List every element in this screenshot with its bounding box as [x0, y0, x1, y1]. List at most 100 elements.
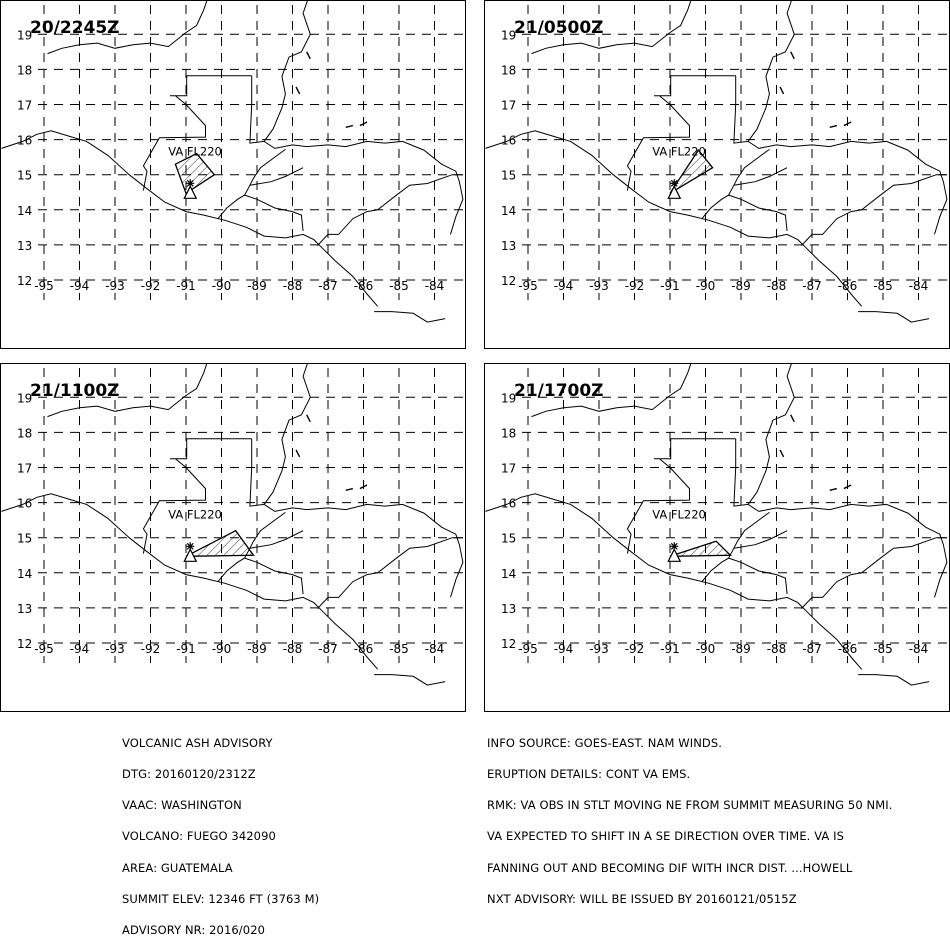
ash-cloud-label: VA FL220 — [168, 144, 222, 158]
lat-tick-label: 17 — [501, 99, 516, 113]
lon-tick-label: -85 — [873, 642, 893, 656]
lon-tick-label: -85 — [389, 642, 409, 656]
advisory-eruption-details: ERUPTION DETAILS: CONT VA EMS. — [487, 769, 893, 779]
lat-tick-label: 12 — [17, 274, 32, 288]
map-panel-2: 12 13 14 15 16 17 18 19 -95 -94 -93 -92 -91 -90 -89 -88… — [484, 0, 950, 349]
lat-tick-label: 18 — [17, 426, 32, 440]
lon-tick-label: -89 — [731, 279, 751, 293]
lon-tick-label: -95 — [34, 642, 54, 656]
advisory-remark-2: VA EXPECTED TO SHIFT IN A SE DIRECTION O… — [487, 831, 893, 841]
lon-tick-label: -93 — [589, 642, 609, 656]
lat-tick-label: 17 — [17, 99, 32, 113]
lat-tick-label: 16 — [501, 497, 516, 511]
lat-tick-label: 12 — [17, 637, 32, 651]
lon-tick-label: -84 — [425, 642, 445, 656]
lon-tick-label: -90 — [696, 279, 716, 293]
advisory-number: ADVISORY NR: 2016/020 — [122, 925, 319, 935]
panel-time-label: 21/1100Z — [30, 381, 120, 401]
advisory-volcano: VOLCANO: FUEGO 342090 — [122, 831, 319, 841]
map-panel-1: 12 13 14 15 16 17 18 19 -95 -94 -93 -92 -91 -90 -89 -88… — [0, 0, 466, 349]
advisory-summit-elev: SUMMIT ELEV: 12346 FT (3763 M) — [122, 894, 319, 904]
lat-tick-label: 15 — [501, 169, 516, 183]
lon-tick-label: -86 — [354, 642, 374, 656]
advisory-info-source: INFO SOURCE: GOES-EAST. NAM WINDS. — [487, 738, 893, 748]
lon-tick-label: -85 — [873, 279, 893, 293]
advisory-remark-1: RMK: VA OBS IN STLT MOVING NE FROM SUMMI… — [487, 800, 893, 810]
lat-tick-label: 14 — [501, 567, 516, 581]
advisory-remark-3: FANNING OUT AND BECOMING DIF WITH INCR D… — [487, 863, 893, 873]
lat-tick-label: 14 — [501, 204, 516, 218]
ash-source-star-icon — [670, 542, 678, 550]
lon-tick-label: -95 — [518, 642, 538, 656]
lat-tick-label: 18 — [17, 63, 32, 77]
lon-tick-label: -88 — [767, 642, 787, 656]
ash-source-star-icon — [670, 179, 678, 187]
lat-tick-label: 17 — [17, 462, 32, 476]
advisory-left-block: VOLCANIC ASH ADVISORY DTG: 20160120/2312… — [122, 717, 319, 946]
lon-tick-label: -85 — [389, 279, 409, 293]
lon-tick-label: -86 — [354, 279, 374, 293]
map-panel-3: 12 13 14 15 16 17 18 19 -95 -94 -93 -92 -91 -90 -89 -88… — [0, 363, 466, 712]
advisory-right-block: INFO SOURCE: GOES-EAST. NAM WINDS. ERUPT… — [487, 717, 893, 915]
lon-tick-label: -93 — [589, 279, 609, 293]
lat-tick-label: 15 — [17, 532, 32, 546]
map-svg-3: 12 13 14 15 16 17 18 19 -95 -94 -93 -92 -91 -90 -89 -88… — [0, 363, 466, 712]
lon-tick-label: -88 — [767, 279, 787, 293]
advisory-area: AREA: GUATEMALA — [122, 863, 319, 873]
ash-source-star-icon — [186, 179, 194, 187]
lat-tick-label: 13 — [17, 602, 32, 616]
lon-tick-label: -84 — [425, 279, 445, 293]
lon-tick-label: -87 — [802, 279, 822, 293]
lon-tick-label: -92 — [141, 642, 161, 656]
map-svg-1: 12 13 14 15 16 17 18 19 -95 -94 -93 -92 -91 -90 -89 -88… — [0, 0, 466, 349]
lon-tick-label: -92 — [625, 642, 645, 656]
lat-tick-label: 14 — [17, 567, 32, 581]
lat-tick-label: 18 — [501, 426, 516, 440]
lon-tick-label: -90 — [212, 642, 232, 656]
lat-tick-label: 14 — [17, 204, 32, 218]
advisory-title: VOLCANIC ASH ADVISORY — [122, 738, 319, 748]
lat-tick-label: 12 — [501, 274, 516, 288]
lon-tick-label: -92 — [141, 279, 161, 293]
lat-tick-label: 15 — [17, 169, 32, 183]
lon-tick-label: -88 — [283, 279, 303, 293]
lat-tick-label: 12 — [501, 637, 516, 651]
lat-tick-label: 18 — [501, 63, 516, 77]
lon-tick-label: -84 — [909, 279, 929, 293]
lon-tick-label: -91 — [660, 642, 680, 656]
lon-tick-label: -89 — [247, 279, 267, 293]
ash-cloud-label: VA FL220 — [652, 144, 706, 158]
lon-tick-label: -90 — [212, 279, 232, 293]
lon-tick-label: -87 — [318, 279, 338, 293]
lat-tick-label: 16 — [17, 134, 32, 148]
ash-source-star-icon — [186, 542, 194, 550]
lon-tick-label: -84 — [909, 642, 929, 656]
ash-cloud-label: VA FL220 — [652, 507, 706, 521]
lon-tick-label: -87 — [802, 642, 822, 656]
lon-tick-label: -88 — [283, 642, 303, 656]
lon-tick-label: -89 — [247, 642, 267, 656]
ash-cloud-label: VA FL220 — [168, 507, 222, 521]
lat-tick-label: 15 — [501, 532, 516, 546]
advisory-vaac: VAAC: WASHINGTON — [122, 800, 319, 810]
lon-tick-label: -90 — [696, 642, 716, 656]
panel-time-label: 21/0500Z — [514, 18, 604, 38]
lat-tick-label: 16 — [501, 134, 516, 148]
advisory-next: NXT ADVISORY: WILL BE ISSUED BY 20160121… — [487, 894, 893, 904]
panel-time-label: 20/2245Z — [30, 18, 120, 38]
lon-tick-label: -93 — [105, 279, 125, 293]
map-svg-4: 1213141516171819-95 -94 -93 -92 -91 -90 -89 -88… — [484, 363, 950, 712]
lon-tick-label: -94 — [70, 279, 90, 293]
lat-tick-label: 16 — [17, 497, 32, 511]
panel-time-label: 21/1700Z — [514, 381, 604, 401]
lon-tick-label: -95 — [34, 279, 54, 293]
lon-tick-label: -91 — [176, 279, 196, 293]
lon-tick-label: -95 — [518, 279, 538, 293]
map-svg-2: 1213141516171819-95 -94 -93 -92 -91 -90 -89 -88… — [484, 0, 950, 349]
lon-tick-label: -94 — [554, 279, 574, 293]
lon-tick-label: -86 — [838, 279, 858, 293]
lat-tick-label: 13 — [501, 602, 516, 616]
lon-tick-label: -94 — [70, 642, 90, 656]
lon-tick-label: -89 — [731, 642, 751, 656]
lon-tick-label: -92 — [625, 279, 645, 293]
